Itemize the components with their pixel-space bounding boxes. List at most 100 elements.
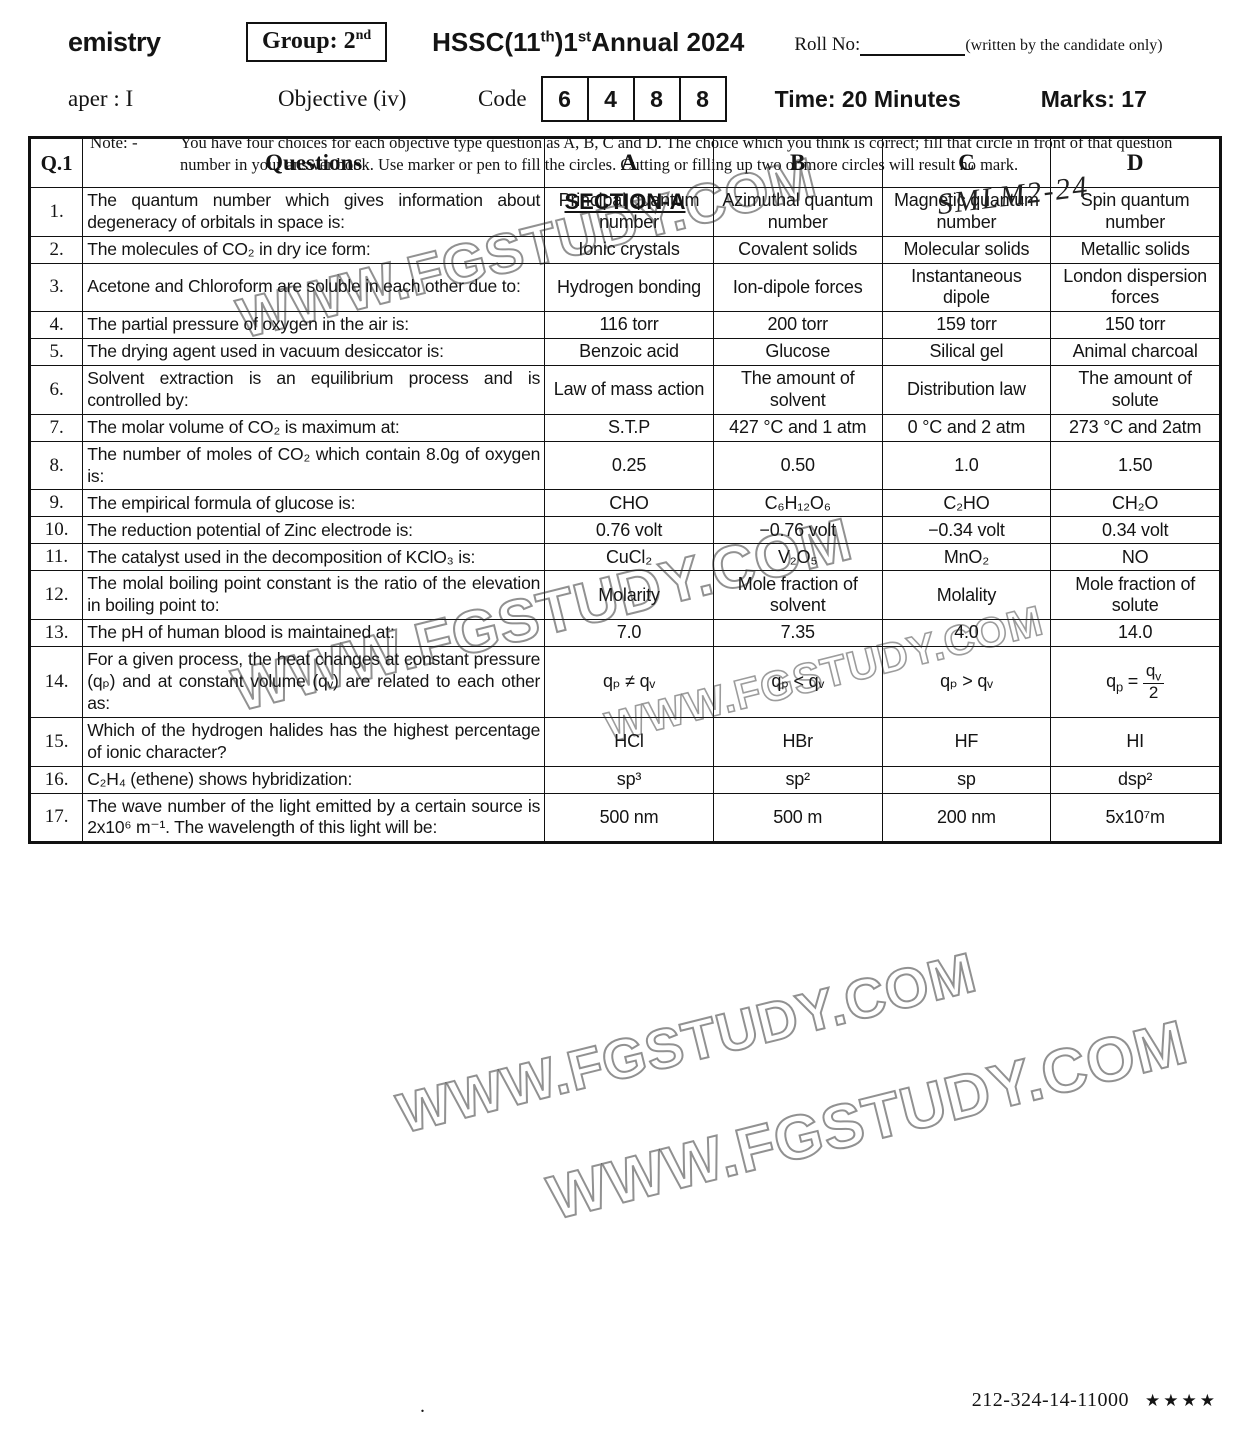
option-b[interactable]: C₆H₁₂O₆ bbox=[712, 489, 883, 518]
option-b[interactable]: Ion-dipole forces bbox=[712, 262, 883, 312]
option-c[interactable]: Molality bbox=[881, 570, 1052, 621]
option-c[interactable]: Instantaneous dipole bbox=[881, 262, 1052, 312]
option-b[interactable]: The amount of solvent bbox=[712, 364, 883, 415]
option-c[interactable]: Magnetic quantum number bbox=[881, 187, 1052, 237]
option-b[interactable]: V₂O₅ bbox=[712, 543, 883, 572]
exam-title-sup2: st bbox=[577, 27, 592, 45]
question-text: The molar volume of CO₂ is maximum at: bbox=[82, 413, 546, 442]
table-row: 12. The molal boiling point constant is t… bbox=[29, 570, 1220, 621]
option-a[interactable]: Law of mass action bbox=[544, 364, 714, 415]
option-a[interactable]: 116 torr bbox=[544, 310, 714, 339]
option-c[interactable]: 159 torr bbox=[881, 310, 1052, 339]
option-a[interactable]: Principal quantum number bbox=[544, 187, 714, 237]
option-d[interactable]: 5x10⁷m bbox=[1050, 792, 1220, 843]
option-a[interactable]: 500 nm bbox=[544, 792, 714, 843]
option-c[interactable]: 4.0 bbox=[881, 619, 1052, 648]
option-c[interactable]: 1.0 bbox=[881, 440, 1052, 491]
option-d[interactable]: 14.0 bbox=[1050, 619, 1220, 648]
question-text: For a given process, the heat changes at… bbox=[82, 646, 546, 718]
option-a[interactable]: Molarity bbox=[544, 570, 714, 621]
option-b[interactable]: Mole fraction of solvent bbox=[712, 570, 883, 621]
option-c[interactable]: −0.34 volt bbox=[881, 516, 1052, 545]
option-a[interactable]: CHO bbox=[544, 489, 714, 518]
code-digit: 8 bbox=[635, 78, 681, 120]
code-digit-value: 4 bbox=[604, 85, 617, 112]
code-digit: 6 bbox=[543, 78, 589, 120]
table-row: 17. The wave number of the light emitted … bbox=[29, 792, 1220, 843]
option-a[interactable]: S.T.P bbox=[544, 413, 714, 442]
option-b[interactable]: Glucose bbox=[712, 337, 883, 366]
table-row: 1. The quantum number which gives informa… bbox=[29, 187, 1220, 237]
option-b[interactable]: sp² bbox=[712, 765, 883, 794]
question-text: The molal boiling point constant is the … bbox=[82, 570, 546, 621]
option-d[interactable]: 0.34 volt bbox=[1050, 516, 1220, 545]
option-d[interactable]: London dispersion forces bbox=[1050, 262, 1220, 312]
option-b[interactable]: Covalent solids bbox=[712, 235, 883, 264]
roll-no-blank[interactable] bbox=[860, 38, 966, 56]
question-text: The pH of human blood is maintained at: bbox=[82, 619, 546, 648]
question-number: 3. bbox=[29, 262, 84, 312]
option-b[interactable]: 7.35 bbox=[712, 619, 883, 648]
group-suffix: nd bbox=[355, 28, 372, 43]
option-c[interactable]: MnO₂ bbox=[881, 543, 1052, 572]
option-d[interactable]: Mole fraction of solute bbox=[1050, 570, 1220, 621]
question-text: The drying agent used in vacuum desiccat… bbox=[82, 337, 546, 366]
option-c[interactable]: Distribution law bbox=[881, 364, 1052, 415]
watermark: WWW.FGSTUDY.COM bbox=[390, 939, 983, 1146]
option-c[interactable]: Molecular solids bbox=[881, 235, 1052, 264]
option-d[interactable]: HI bbox=[1050, 716, 1220, 767]
option-c[interactable]: Silical gel bbox=[881, 337, 1052, 366]
header-option-a: A bbox=[544, 138, 714, 188]
exam-title-part3: Annual 2024 bbox=[591, 26, 745, 57]
option-d[interactable]: Animal charcoal bbox=[1050, 337, 1220, 366]
mcq-table: Q.1 Questions A B C D 1. The quantum numb… bbox=[29, 138, 1220, 843]
option-d[interactable]: 150 torr bbox=[1050, 310, 1220, 339]
option-d[interactable]: 1.50 bbox=[1050, 440, 1220, 491]
option-c[interactable]: C₂HO bbox=[881, 489, 1052, 518]
option-d[interactable]: NO bbox=[1050, 543, 1220, 572]
option-d[interactable]: The amount of solute bbox=[1050, 364, 1220, 415]
option-a[interactable]: CuCl₂ bbox=[544, 543, 714, 572]
option-a[interactable]: Benzoic acid bbox=[544, 337, 714, 366]
question-number: 11. bbox=[29, 543, 84, 572]
table-row: 11. The catalyst used in the decompositio… bbox=[29, 543, 1220, 572]
option-b[interactable]: 200 torr bbox=[712, 310, 883, 339]
option-d[interactable]: 273 °C and 2atm bbox=[1050, 413, 1220, 442]
question-text: Acetone and Chloroform are soluble in ea… bbox=[82, 262, 546, 312]
option-a[interactable]: 7.0 bbox=[544, 619, 714, 648]
paper-label: aper : I bbox=[68, 86, 134, 111]
option-d[interactable]: Metallic solids bbox=[1050, 235, 1220, 264]
question-text: The catalyst used in the decomposition o… bbox=[82, 543, 546, 572]
option-c[interactable]: qₚ > qᵥ bbox=[881, 646, 1052, 718]
option-c[interactable]: 0 °C and 2 atm bbox=[881, 413, 1052, 442]
option-b[interactable]: 500 m bbox=[712, 792, 883, 843]
paper-footer: 212-324-14-11000 ★★★★ bbox=[972, 1389, 1218, 1412]
option-a[interactable]: HCl bbox=[544, 716, 714, 767]
option-b[interactable]: qₚ < qᵥ bbox=[712, 646, 883, 718]
option-a[interactable]: 0.76 volt bbox=[544, 516, 714, 545]
option-c[interactable]: 200 nm bbox=[881, 792, 1052, 843]
option-b[interactable]: HBr bbox=[712, 716, 883, 767]
option-c[interactable]: HF bbox=[881, 716, 1052, 767]
table-row: 15. Which of the hydrogen halides has the… bbox=[29, 716, 1220, 767]
question-number: 7. bbox=[29, 413, 84, 442]
option-a[interactable]: sp³ bbox=[544, 765, 714, 794]
option-b[interactable]: 0.50 bbox=[712, 440, 883, 491]
option-d[interactable]: dsp² bbox=[1050, 765, 1220, 794]
footer-dot: . bbox=[420, 1395, 425, 1417]
option-a[interactable]: qₚ ≠ qᵥ bbox=[544, 646, 714, 718]
option-a[interactable]: Hydrogen bonding bbox=[544, 262, 714, 312]
option-a[interactable]: Ionic crystals bbox=[544, 235, 714, 264]
option-a[interactable]: 0.25 bbox=[544, 440, 714, 491]
option-b[interactable]: 427 °C and 1 atm bbox=[712, 413, 883, 442]
option-d[interactable]: qp = qv 2 bbox=[1050, 646, 1220, 718]
header-option-c: C bbox=[881, 138, 1052, 188]
table-row: 10. The reduction potential of Zinc elect… bbox=[29, 516, 1220, 545]
option-c[interactable]: sp bbox=[881, 765, 1052, 794]
option-b[interactable]: −0.76 volt bbox=[712, 516, 883, 545]
option-d[interactable]: Spin quantum number bbox=[1050, 187, 1220, 237]
roll-no-field: Roll No: (written by the candidate only) bbox=[794, 28, 1163, 56]
table-row: 2. The molecules of CO₂ in dry ice form: I… bbox=[29, 235, 1220, 264]
option-d[interactable]: CH₂O bbox=[1050, 489, 1220, 518]
option-b[interactable]: Azimuthal quantum number bbox=[712, 187, 883, 237]
